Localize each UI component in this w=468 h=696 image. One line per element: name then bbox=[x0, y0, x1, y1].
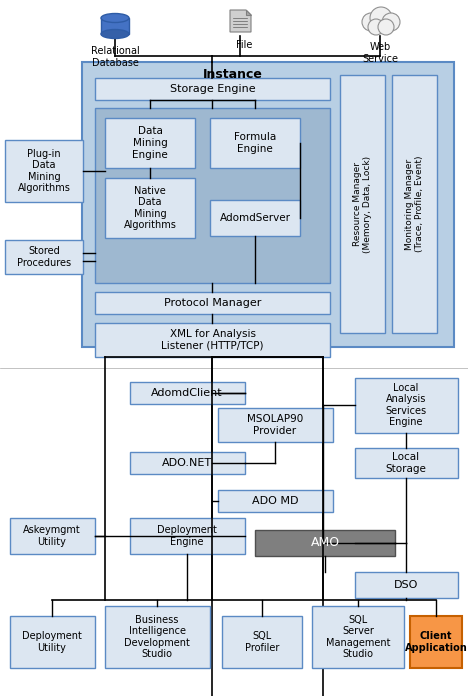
Bar bbox=[105, 606, 210, 668]
Text: Data
Mining
Engine: Data Mining Engine bbox=[132, 127, 168, 159]
Bar bbox=[218, 490, 333, 512]
Text: Resource Manager
(Memory, Data, Lock): Resource Manager (Memory, Data, Lock) bbox=[353, 155, 372, 253]
Text: Deployment
Engine: Deployment Engine bbox=[157, 525, 217, 547]
Bar bbox=[95, 108, 330, 283]
Circle shape bbox=[362, 13, 380, 31]
Text: DSO: DSO bbox=[394, 580, 418, 590]
Text: SQL
Server
Management
Studio: SQL Server Management Studio bbox=[326, 615, 390, 659]
Text: Client
Application: Client Application bbox=[405, 631, 468, 653]
Bar bbox=[95, 292, 330, 314]
Bar bbox=[10, 616, 95, 668]
Circle shape bbox=[370, 7, 392, 29]
Bar bbox=[82, 62, 454, 347]
Text: Relational
Database: Relational Database bbox=[91, 46, 139, 68]
Polygon shape bbox=[246, 10, 251, 15]
Text: Plug-in
Data
Mining
Algorithms: Plug-in Data Mining Algorithms bbox=[18, 149, 71, 193]
Text: File: File bbox=[236, 40, 252, 50]
Bar bbox=[130, 382, 245, 404]
Text: Stored
Procedures: Stored Procedures bbox=[17, 246, 71, 268]
Text: AdomdClient: AdomdClient bbox=[151, 388, 223, 398]
Bar bbox=[210, 118, 300, 168]
Bar bbox=[355, 448, 458, 478]
Bar bbox=[10, 518, 95, 554]
Text: Business
Intelligence
Development
Studio: Business Intelligence Development Studio bbox=[124, 615, 190, 659]
Text: ADO.NET: ADO.NET bbox=[162, 458, 212, 468]
Bar bbox=[410, 616, 462, 668]
Bar bbox=[105, 118, 195, 168]
Bar bbox=[95, 323, 330, 357]
Circle shape bbox=[382, 13, 400, 31]
Bar bbox=[95, 78, 330, 100]
Bar bbox=[5, 140, 83, 202]
Bar bbox=[101, 18, 129, 34]
Text: MSOLAP90
Provider: MSOLAP90 Provider bbox=[247, 414, 303, 436]
Text: AMO: AMO bbox=[310, 537, 340, 550]
Bar bbox=[130, 518, 245, 554]
Bar bbox=[392, 75, 437, 333]
Circle shape bbox=[378, 19, 394, 35]
Bar bbox=[340, 75, 385, 333]
Text: Local
Analysis
Services
Engine: Local Analysis Services Engine bbox=[386, 383, 426, 427]
Bar bbox=[355, 572, 458, 598]
Text: ADO MD: ADO MD bbox=[252, 496, 298, 506]
Bar bbox=[218, 408, 333, 442]
Bar bbox=[130, 452, 245, 474]
Bar bbox=[105, 178, 195, 238]
Bar bbox=[255, 530, 395, 556]
Text: Storage Engine: Storage Engine bbox=[170, 84, 256, 94]
Text: Formula
Engine: Formula Engine bbox=[234, 132, 276, 154]
Text: XML for Analysis
Listener (HTTP/TCP): XML for Analysis Listener (HTTP/TCP) bbox=[161, 329, 264, 351]
Text: SQL
Profiler: SQL Profiler bbox=[245, 631, 279, 653]
Text: Askeymgmt
Utility: Askeymgmt Utility bbox=[23, 525, 81, 547]
Text: Protocol Manager: Protocol Manager bbox=[164, 298, 261, 308]
Polygon shape bbox=[230, 10, 251, 32]
Text: Instance: Instance bbox=[203, 68, 263, 81]
Bar bbox=[312, 606, 404, 668]
Ellipse shape bbox=[101, 29, 129, 38]
Text: Native
Data
Mining
Algorithms: Native Data Mining Algorithms bbox=[124, 186, 176, 230]
Text: AdomdServer: AdomdServer bbox=[219, 213, 291, 223]
Text: Deployment
Utility: Deployment Utility bbox=[22, 631, 82, 653]
Text: Local
Storage: Local Storage bbox=[386, 452, 426, 474]
Bar bbox=[222, 616, 302, 668]
Text: Web
Service: Web Service bbox=[362, 42, 398, 63]
Bar bbox=[210, 200, 300, 236]
Text: Monitoring Manager
(Trace, Profile, Event): Monitoring Manager (Trace, Profile, Even… bbox=[405, 156, 424, 252]
Ellipse shape bbox=[101, 13, 129, 22]
Bar bbox=[5, 240, 83, 274]
Circle shape bbox=[368, 19, 384, 35]
Bar bbox=[355, 378, 458, 433]
